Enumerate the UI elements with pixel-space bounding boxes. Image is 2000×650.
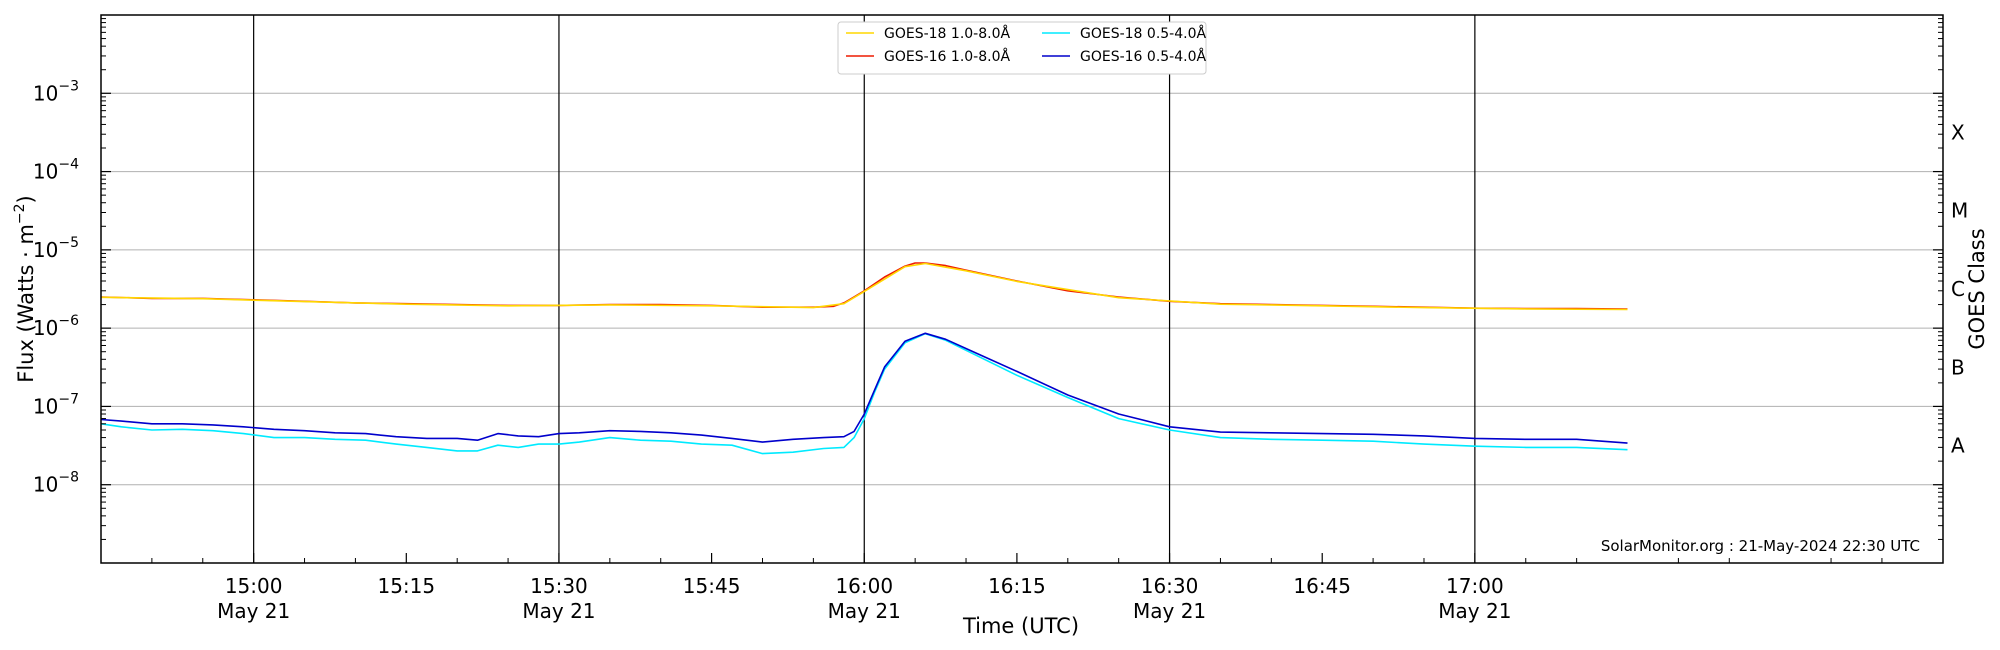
goes-class-label: C bbox=[1951, 277, 1965, 301]
y-tick-label: 10−5 bbox=[33, 235, 79, 262]
x-tick-date-label: May 21 bbox=[522, 599, 595, 623]
x-tick-time-label: 15:15 bbox=[377, 574, 435, 598]
series-line bbox=[100, 332, 1628, 455]
goes-class-label: M bbox=[1951, 199, 1968, 223]
plot-frame bbox=[100, 14, 1944, 564]
x-tick-date-label: May 21 bbox=[828, 599, 901, 623]
legend: GOES-18 1.0-8.0Å GOES-16 1.0-8.0Å GOES-18 … bbox=[837, 21, 1207, 75]
x-tick-date-label: May 21 bbox=[1438, 599, 1511, 623]
legend-label: GOES-16 1.0-8.0Å bbox=[884, 48, 1010, 65]
legend-box bbox=[837, 21, 1207, 75]
goes-class-label: A bbox=[1951, 434, 1965, 458]
series-line bbox=[100, 332, 1628, 444]
vertical-time-lines bbox=[253, 15, 1476, 563]
series-lines bbox=[100, 262, 1628, 455]
y-tick-label: 10−8 bbox=[33, 470, 79, 497]
x-tick-time-label: 16:00 bbox=[835, 574, 893, 598]
x-tick-time-label: 16:30 bbox=[1141, 574, 1199, 598]
x-tick-time-label: 15:00 bbox=[225, 574, 283, 598]
series-line bbox=[100, 262, 1628, 311]
legend-label: GOES-18 0.5-4.0Å bbox=[1080, 25, 1206, 42]
goes-class-label: B bbox=[1951, 355, 1965, 379]
y-tick-label: 10−7 bbox=[33, 391, 79, 418]
x-tick-time-label: 16:45 bbox=[1293, 574, 1351, 598]
legend-label: GOES-16 0.5-4.0Å bbox=[1080, 48, 1206, 65]
x-tick-time-label: 17:00 bbox=[1446, 574, 1504, 598]
x-tick-time-label: 16:15 bbox=[988, 574, 1046, 598]
goes-class-axis-title: GOES Class bbox=[1965, 228, 1989, 349]
grid bbox=[101, 92, 1943, 486]
legend-label: GOES-18 1.0-8.0Å bbox=[884, 25, 1010, 42]
y-axis-title: Flux (Watts · m−2) bbox=[12, 195, 38, 383]
goes-class-label: X bbox=[1951, 120, 1965, 144]
source-timestamp-annotation: SolarMonitor.org : 21-May-2024 22:30 UTC bbox=[1601, 537, 1920, 555]
x-tick-date-label: May 21 bbox=[217, 599, 290, 623]
x-tick-date-label: May 21 bbox=[1133, 599, 1206, 623]
y-tick-label: 10−4 bbox=[33, 157, 79, 184]
y-tick-label: 10−3 bbox=[33, 78, 79, 105]
x-tick-time-label: 15:45 bbox=[683, 574, 741, 598]
x-tick-time-label: 15:30 bbox=[530, 574, 588, 598]
y-tick-label: 10−6 bbox=[33, 313, 79, 340]
x-axis-title: Time (UTC) bbox=[962, 614, 1079, 638]
